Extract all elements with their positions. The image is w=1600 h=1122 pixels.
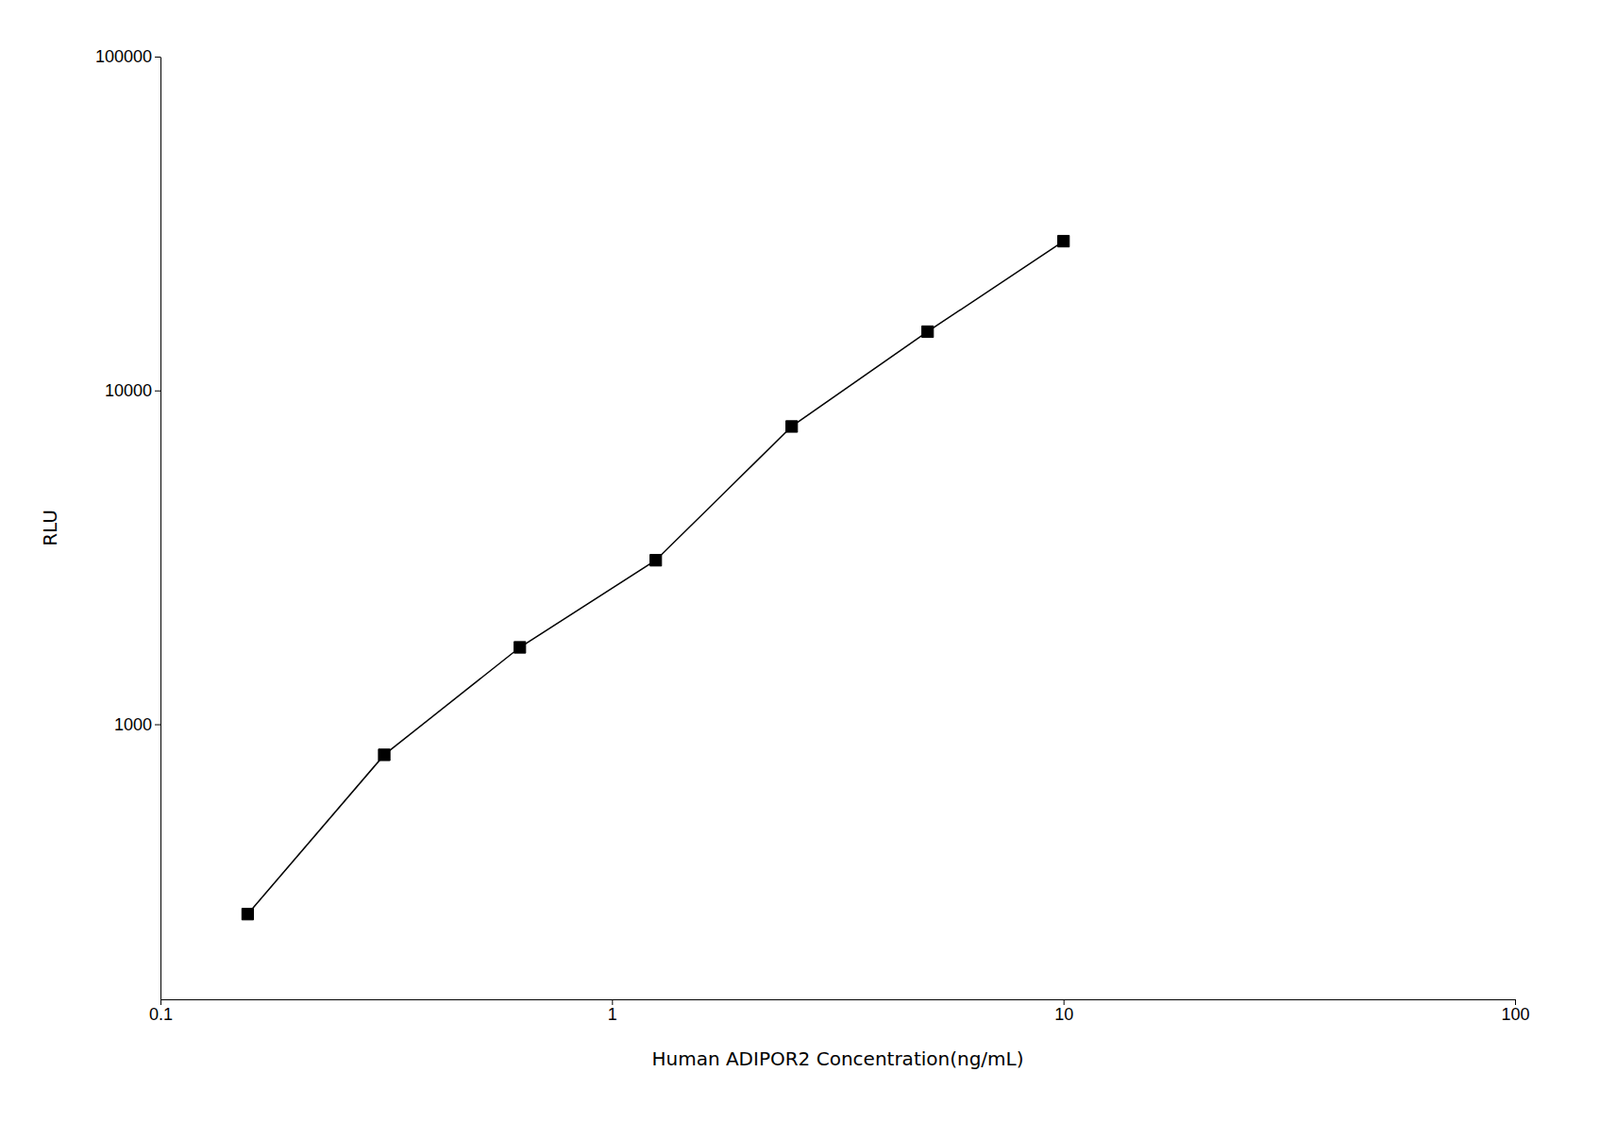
x-axis-title: Human ADIPOR2 Concentration(ng/mL) — [651, 1047, 1024, 1071]
y-tick-label: 100000 — [95, 47, 152, 67]
x-tick-label: 1 — [607, 1005, 618, 1025]
x-tick: 10 — [1054, 999, 1074, 1025]
x-tick-label: 0.1 — [149, 1005, 173, 1025]
chart: 0.1 1 10 100 1000 10000 100000 Human ADIPOR2 Co… — [0, 0, 1600, 1122]
marker — [378, 749, 390, 761]
y-axis: 1000 10000 100000 — [95, 47, 162, 1000]
x-tick-label: 100 — [1500, 1005, 1530, 1025]
x-axis: 0.1 1 10 100 — [149, 999, 1531, 1025]
y-axis-line — [160, 57, 162, 1001]
y-tick: 100000 — [95, 47, 161, 67]
marker — [514, 641, 526, 654]
marker — [922, 325, 934, 337]
y-tick-mark — [154, 390, 161, 392]
y-tick: 10000 — [104, 381, 161, 401]
line — [247, 241, 1063, 915]
x-tick: 100 — [1500, 999, 1530, 1025]
y-tick-mark — [154, 56, 161, 58]
marker — [241, 909, 253, 921]
marker — [650, 555, 662, 567]
x-tick: 1 — [607, 999, 618, 1025]
x-tick-label: 10 — [1054, 1005, 1074, 1025]
y-tick-mark — [154, 724, 161, 726]
marker — [786, 421, 798, 433]
y-axis-title: RLU — [38, 509, 62, 547]
series — [241, 235, 1070, 920]
plot-area: 0.1 1 10 100 1000 10000 100000 Human ADIPOR2 Co… — [38, 47, 1531, 1071]
y-tick: 1000 — [114, 715, 161, 735]
y-tick-label: 10000 — [104, 381, 152, 401]
marker — [1058, 235, 1070, 247]
x-tick: 0.1 — [149, 999, 173, 1025]
x-axis-line — [161, 999, 1516, 1001]
y-tick-label: 1000 — [114, 715, 152, 735]
